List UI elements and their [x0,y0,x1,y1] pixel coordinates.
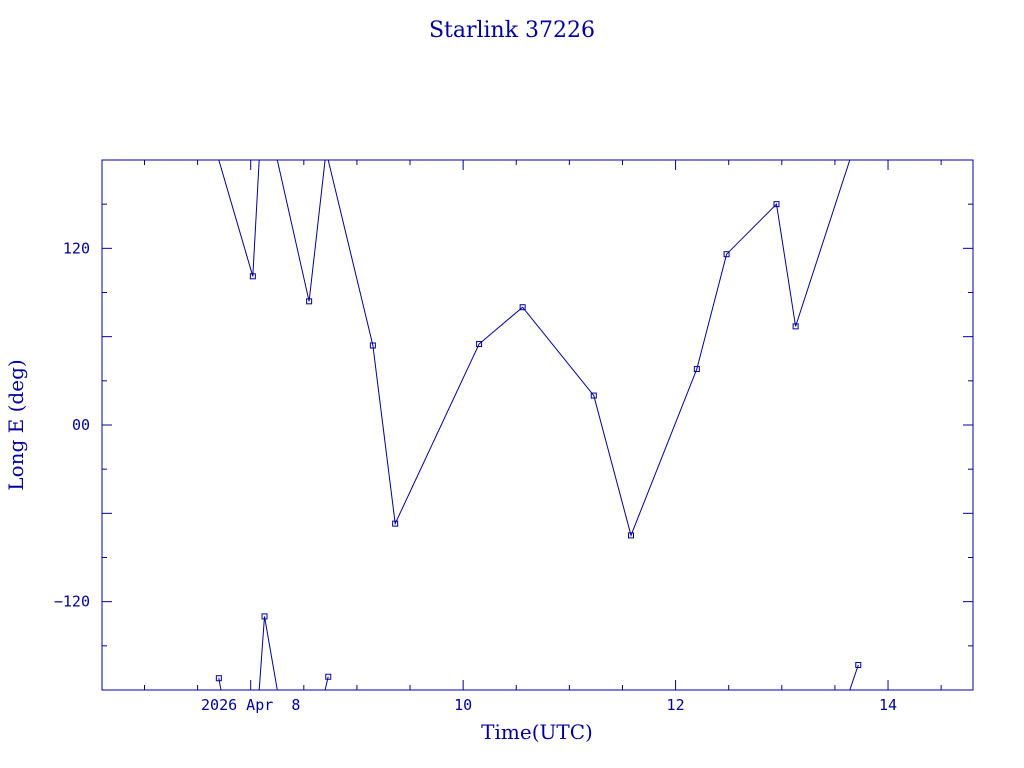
series-line [258,616,278,690]
y-axis-label: Long E (deg) [4,359,28,490]
data-point [392,520,399,527]
x-tick-label: 2026 Apr 8 [201,696,300,714]
x-tick-label: 10 [454,696,472,714]
series-line [849,664,859,690]
series-line [276,160,326,302]
data-point [723,251,730,258]
data-point [773,201,780,208]
data-point [693,366,700,373]
series-line [327,160,851,537]
data-point [627,532,634,539]
data-point [476,341,483,348]
data-point [855,661,862,668]
data-point [519,304,526,311]
data-point [792,323,799,330]
data-point [215,675,222,682]
y-tick-label: −120 [54,593,90,611]
data-point [261,613,268,620]
data-point [325,673,332,680]
axis-ticks: 2026 Apr 8 10 12 14 120 00 −120 [54,160,973,714]
series-line [218,160,260,277]
data-point [249,273,256,280]
y-tick-label: 00 [72,416,90,434]
x-tick-label: 12 [667,696,685,714]
plot-frame [101,159,974,691]
series-group [215,160,862,690]
x-axis-label: Time(UTC) [481,720,593,744]
series-line [218,678,222,690]
data-point [369,342,376,349]
data-point [306,298,313,305]
y-tick-label: 120 [63,239,90,257]
x-tick-label: 14 [879,696,897,714]
chart-title: Starlink 37226 [429,18,595,43]
data-point [590,392,597,399]
